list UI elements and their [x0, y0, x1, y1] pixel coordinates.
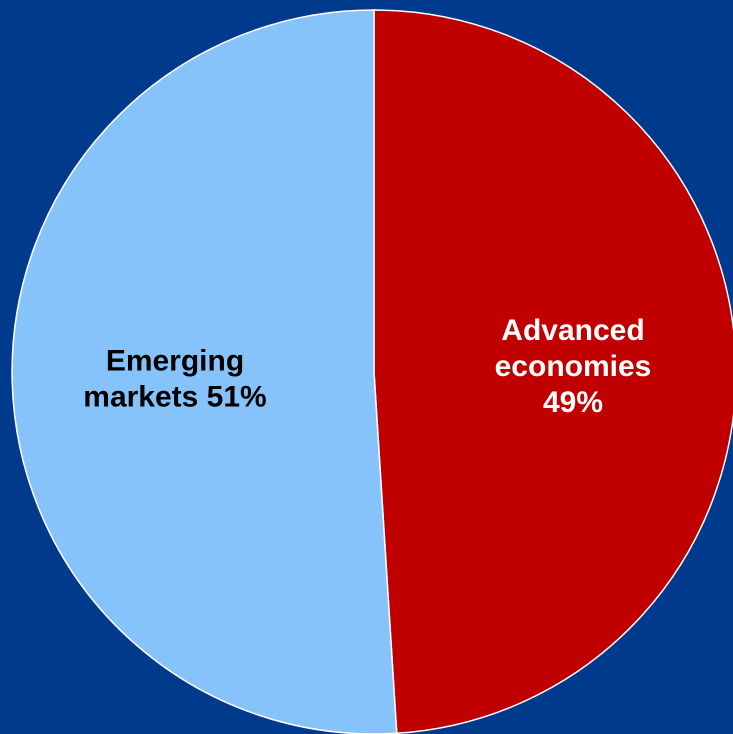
pie-label-emerging-markets: Emerging markets 51% — [83, 344, 266, 413]
pie-label-line: Advanced — [501, 314, 644, 347]
pie-label-line: Emerging — [106, 344, 244, 377]
pie-label-line: economies — [495, 350, 652, 383]
pie-slice-advanced-economies — [373, 9, 733, 734]
pie-label-line: 49% — [543, 386, 603, 419]
pie-label-line: markets 51% — [83, 380, 266, 413]
pie-slice-emerging-markets — [11, 9, 398, 734]
pie-label-advanced-economies: Advanced economies 49% — [495, 314, 652, 419]
